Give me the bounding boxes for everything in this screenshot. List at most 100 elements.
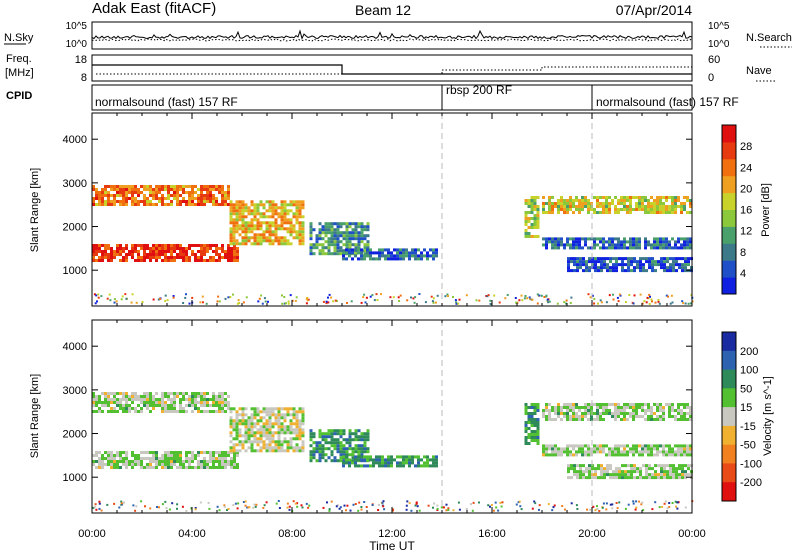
power-echo-cell [623, 205, 626, 208]
velocity-echo-cell [155, 451, 158, 454]
power-echo-cell [575, 196, 578, 199]
power-echo-cell [545, 211, 548, 214]
power-echo-cell [602, 246, 605, 250]
power-echo-cell [253, 224, 257, 228]
velocity-echo-cell [221, 401, 224, 404]
velocity-echo-cell [110, 457, 113, 460]
power-echo-cell [277, 227, 281, 231]
velocity-echo-cell [630, 470, 633, 474]
velocity-echo-cell [650, 409, 653, 412]
power-ytick-label: 2000 [63, 222, 87, 234]
velocity-echo-cell [665, 453, 668, 457]
power-echo-cell [324, 240, 328, 244]
power-echo-cell [626, 199, 629, 202]
power-echo-cell [384, 254, 387, 258]
velocity-echo-cell [134, 395, 137, 398]
power-echo-cell [327, 249, 331, 253]
velocity-speckle-cell [234, 502, 237, 505]
velocity-echo-cell [92, 410, 95, 413]
power-colorbar-swatch [722, 226, 736, 244]
velocity-echo-cell [533, 430, 537, 433]
velocity-echo-cell [173, 392, 176, 395]
velocity-echo-cell [155, 460, 158, 463]
velocity-echo-cell [321, 444, 325, 448]
velocity-echo-cell [524, 430, 528, 433]
velocity-echo-cell [149, 398, 152, 401]
velocity-echo-cell [113, 398, 116, 401]
velocity-echo-cell [137, 463, 140, 466]
power-echo-cell [635, 237, 638, 241]
power-echo-cell [527, 217, 531, 220]
velocity-echo-cell [554, 418, 557, 421]
velocity-echo-cell [298, 425, 302, 429]
velocity-echo-cell [229, 425, 233, 429]
velocity-echo-cell [587, 444, 590, 448]
power-speckle-cell [523, 297, 526, 300]
power-echo-cell [647, 208, 650, 211]
velocity-echo-cell [110, 460, 113, 463]
power-echo-cell [621, 263, 624, 267]
velocity-echo-cell [227, 463, 230, 466]
velocity-echo-cell [560, 406, 563, 409]
velocity-echo-cell [119, 454, 122, 457]
power-echo-cell [235, 224, 239, 228]
power-echo-cell [594, 260, 597, 264]
velocity-colorbar-tick: 100 [740, 365, 758, 377]
power-echo-cell [274, 206, 278, 210]
velocity-speckle-cell [616, 507, 619, 510]
velocity-echo-cell [659, 444, 662, 448]
velocity-echo-cell [179, 410, 182, 413]
power-echo-cell [608, 240, 611, 244]
power-echo-cell [179, 200, 182, 203]
power-speckle-cell [406, 299, 409, 302]
power-echo-cell [107, 200, 110, 203]
power-echo-cell [324, 225, 328, 229]
velocity-echo-cell [342, 461, 345, 465]
velocity-echo-cell [173, 463, 176, 466]
power-speckle-cell [632, 302, 635, 305]
velocity-speckle-cell [322, 506, 325, 509]
power-echo-cell [134, 185, 137, 188]
velocity-echo-cell [179, 463, 182, 466]
velocity-echo-cell [146, 392, 149, 395]
power-echo-cell [247, 221, 251, 225]
power-echo-cell [197, 256, 200, 259]
power-echo-cell [645, 257, 648, 261]
power-echo-cell [203, 250, 206, 253]
velocity-speckle-cell [244, 504, 247, 507]
power-echo-cell [128, 188, 131, 191]
velocity-echo-cell [639, 476, 642, 480]
power-echo-cell [155, 191, 158, 194]
velocity-echo-cell [566, 444, 569, 448]
power-echo-cell [644, 246, 647, 250]
velocity-echo-cell [608, 453, 611, 457]
power-echo-cell [188, 259, 191, 262]
velocity-echo-cell [301, 431, 305, 435]
power-echo-cell [647, 199, 650, 202]
velocity-echo-cell [318, 453, 322, 457]
velocity-echo-cell [578, 409, 581, 412]
power-echo-cell [116, 185, 119, 188]
velocity-echo-cell [253, 422, 257, 426]
power-echo-cell [635, 243, 638, 247]
power-echo-cell [548, 211, 551, 214]
velocity-echo-cell [262, 440, 266, 444]
velocity-echo-cell [651, 467, 654, 471]
power-echo-cell [665, 208, 668, 211]
velocity-echo-cell [212, 395, 215, 398]
velocity-echo-cell [384, 464, 387, 468]
velocity-echo-cell [203, 410, 206, 413]
power-echo-cell [551, 246, 554, 250]
velocity-echo-cell [579, 467, 582, 471]
velocity-echo-cell [318, 444, 322, 448]
power-echo-cell [683, 196, 686, 199]
velocity-speckle-cell [671, 502, 674, 504]
power-echo-cell [653, 243, 656, 247]
power-echo-cell [280, 239, 284, 243]
power-speckle-cell [616, 296, 619, 299]
velocity-speckle-cell [618, 501, 621, 504]
power-echo-cell [182, 253, 185, 256]
velocity-echo-cell [623, 415, 626, 418]
power-echo-cell [235, 203, 239, 207]
velocity-echo-cell [253, 434, 257, 438]
